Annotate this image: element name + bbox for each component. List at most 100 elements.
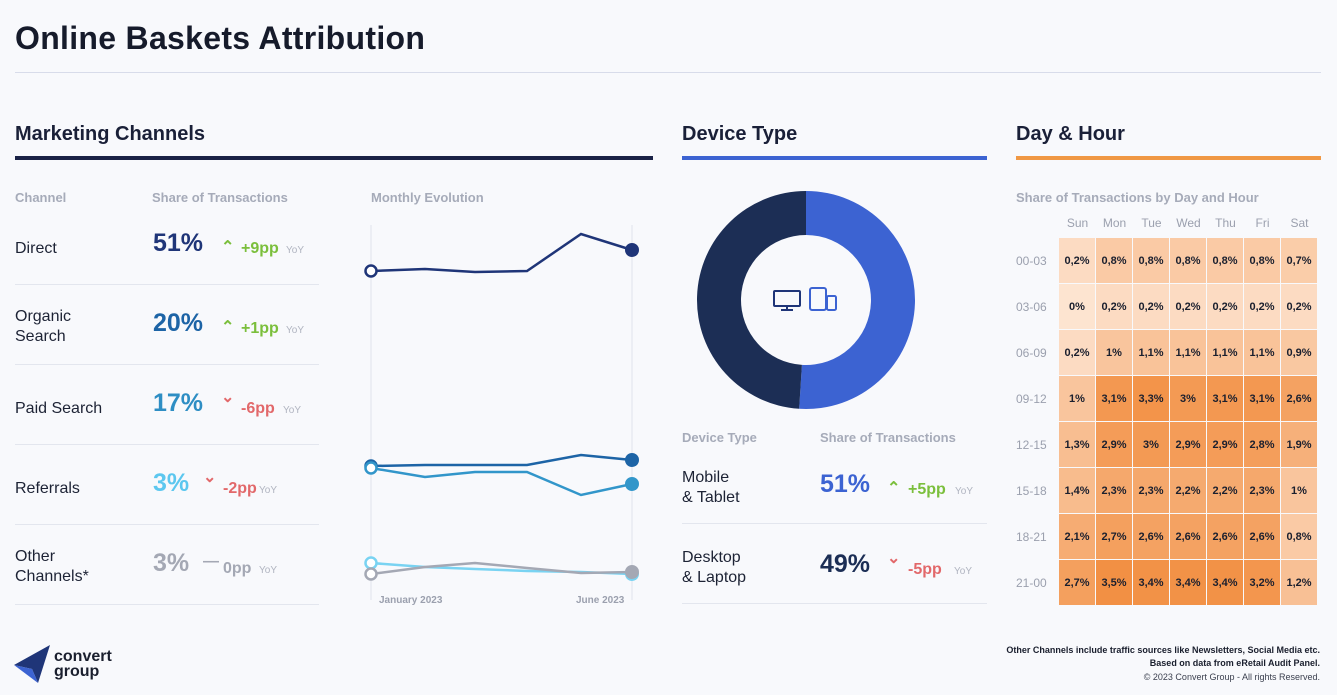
heatmap-cell: 0,8% [1170,238,1206,283]
channel-share-value: 17% [153,389,204,417]
tablet-icon [809,287,827,311]
channel-delta: -2pp [223,480,257,497]
channel-name: Paid Search [15,400,103,417]
heatmap-day-label: Mon [1102,216,1127,230]
series-end-point [625,243,639,257]
trend-arrow-icon: ⌄ [203,469,217,486]
heatmap-subtitle: Share of Transactions by Day and Hour [1016,190,1259,205]
heatmap-cell: 0,2% [1244,284,1280,329]
title-divider [15,72,1321,73]
footnote-data-source: Based on data from eRetail Audit Panel. [1149,658,1320,668]
phone-icon [826,295,837,311]
heatmap-cell: 0,2% [1096,284,1132,329]
heatmap-cell: 1,3% [1059,422,1095,467]
trend-arrow-icon: ⌃ [221,239,235,256]
convert-group-logo-icon [14,645,50,685]
channel-row: Other Channels* 3% —0pp YoY [15,525,319,605]
heatmap-cell: 2,8% [1244,422,1280,467]
heatmap-cell: 0,8% [1244,238,1280,283]
col-header-share: Share of Transactions [152,190,288,205]
heatmap-cell: 0,8% [1207,238,1243,283]
channel-name: Other Channels* [15,548,89,585]
col-header-channel: Channel [15,190,67,205]
heatmap-cell: 3,4% [1133,560,1169,605]
heatmap-cell: 2,9% [1170,422,1206,467]
series-line-1 [370,453,633,468]
heatmap-cell: 3,1% [1096,376,1132,421]
series-end-point [625,453,639,467]
heatmap-cell: 3,1% [1244,376,1280,421]
heatmap-day-label: Fri [1255,216,1270,230]
heatmap-cell: 1% [1096,330,1132,375]
channel-share-value: 3% [153,469,190,497]
heatmap-cell: 2,7% [1059,560,1095,605]
heatmap-cell: 3,1% [1207,376,1243,421]
trend-arrow-icon: ⌄ [221,389,235,406]
heatmap-cell: 2,2% [1170,468,1206,513]
trend-arrow-icon: ⌄ [887,550,901,567]
heatmap-day-label: Thu [1215,216,1236,230]
heatmap-hour-label: 03-06 [1016,300,1047,314]
channel-share-value: 20% [153,309,204,337]
heatmap-cell: 0,2% [1133,284,1169,329]
yoy-label: YoY [286,325,304,336]
trend-arrow-icon: ⌃ [221,319,235,336]
heatmap-cell: 2,3% [1096,468,1132,513]
heatmap-cell: 2,6% [1207,514,1243,559]
device-name: Desktop & Laptop [682,549,747,586]
device-col-header-share: Share of Transactions [820,430,956,445]
heatmap-cell: 0,2% [1170,284,1206,329]
heatmap-hour-label: 00-03 [1016,254,1047,268]
device-row: Desktop & Laptop 49% ⌄ -5pp YoY [682,524,987,604]
device-share-value: 51% [820,470,871,498]
marketing-channels-title: Marketing Channels [15,123,206,145]
heatmap-day-label: Wed [1176,216,1201,230]
heatmap-cell: 0% [1059,284,1095,329]
series-end-point [625,477,639,491]
device-icons [772,286,842,316]
heatmap-cell: 0,2% [1059,238,1095,283]
yoy-label: YoY [259,485,277,496]
heatmap-cell: 3,4% [1170,560,1206,605]
col-header-evolution: Monthly Evolution [371,190,484,205]
copyright: © 2023 Convert Group - All rights Reserv… [1143,672,1320,682]
heatmap-cell: 2,3% [1244,468,1280,513]
x-axis-end-label: June 2023 [576,595,625,606]
channel-name: Referrals [15,480,80,497]
heatmap-day-label: Sat [1290,216,1309,230]
heatmap-hour-label: 09-12 [1016,392,1047,406]
yoy-label: YoY [954,566,972,577]
device-name: Mobile & Tablet [682,469,740,506]
heatmap-cell: 2,6% [1281,376,1317,421]
heatmap-cell: 2,9% [1207,422,1243,467]
channel-delta: -6pp [241,400,275,417]
channel-row: Direct 51% ⌃ +9pp YoY [15,205,319,285]
yoy-label: YoY [286,245,304,256]
heatmap-hour-label: 21-00 [1016,576,1047,590]
yoy-label: YoY [259,565,277,576]
heatmap-cell: 1,1% [1244,330,1280,375]
heatmap-cell: 2,3% [1133,468,1169,513]
logo-text-convert: convert [54,648,112,665]
device-delta: +5pp [908,481,946,498]
heatmap-cell: 2,6% [1133,514,1169,559]
heatmap-hour-label: 18-21 [1016,530,1047,544]
heatmap-day-label: Sun [1066,216,1089,230]
heatmap-cell: 1,2% [1281,560,1317,605]
series-start-point [364,461,378,475]
trend-arrow-icon: ⌃ [887,480,901,497]
day-hour-bar [1016,156,1321,160]
channel-delta: 0pp [223,560,252,577]
heatmap-cell: 3,5% [1096,560,1132,605]
yoy-label: YoY [955,486,973,497]
heatmap-cell: 2,9% [1096,422,1132,467]
heatmap-cell: 2,7% [1096,514,1132,559]
heatmap-cell: 0,9% [1281,330,1317,375]
heatmap-cell: 2,1% [1059,514,1095,559]
day-hour-title: Day & Hour [1016,123,1125,145]
heatmap-cell: 3,4% [1207,560,1243,605]
device-share-value: 49% [820,550,871,578]
device-col-header-type: Device Type [682,430,757,445]
heatmap-cell: 1,1% [1133,330,1169,375]
heatmap-cell: 0,8% [1133,238,1169,283]
